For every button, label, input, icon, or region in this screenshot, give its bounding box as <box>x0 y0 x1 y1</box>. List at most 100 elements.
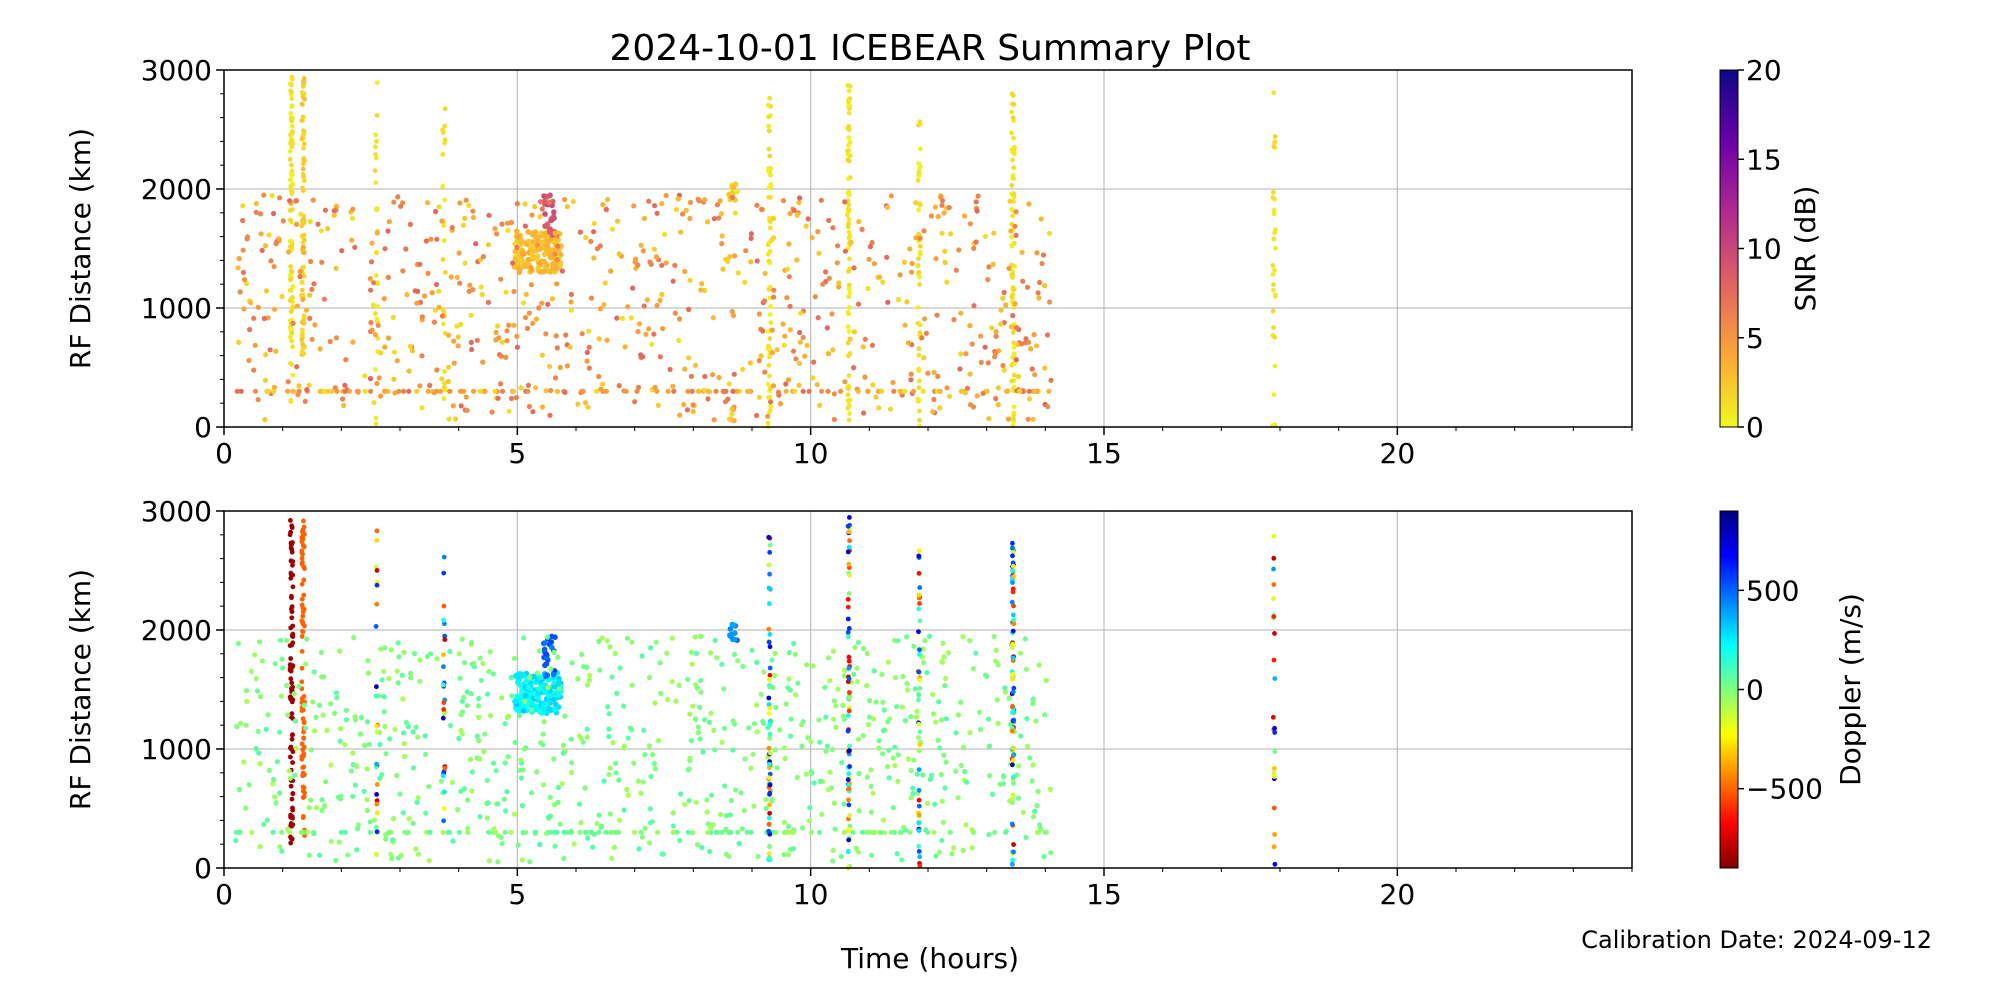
data-point <box>605 704 610 709</box>
data-point <box>568 345 573 350</box>
data-point <box>815 382 820 387</box>
data-point <box>978 727 983 732</box>
data-point <box>338 726 343 731</box>
data-point <box>608 269 613 274</box>
data-point <box>856 219 861 224</box>
data-point <box>826 787 831 792</box>
data-point <box>556 704 562 710</box>
data-point <box>512 656 517 661</box>
data-point <box>987 773 992 778</box>
data-point <box>705 810 710 815</box>
data-point <box>917 282 922 287</box>
data-point <box>450 838 455 843</box>
data-point <box>847 690 852 695</box>
data-point <box>596 830 601 835</box>
data-point <box>503 808 508 813</box>
data-point <box>795 681 800 686</box>
data-point <box>721 686 726 691</box>
data-point <box>403 246 408 251</box>
data-point <box>830 747 835 752</box>
data-point <box>946 650 951 655</box>
data-point <box>932 370 937 375</box>
data-point <box>1027 396 1032 401</box>
data-point <box>518 385 523 390</box>
data-point <box>355 826 360 831</box>
data-point <box>535 243 540 248</box>
data-point <box>916 305 921 310</box>
data-point <box>835 687 840 692</box>
data-point <box>243 806 248 811</box>
data-point <box>585 836 590 841</box>
data-point <box>696 389 701 394</box>
data-point <box>626 735 631 740</box>
data-point <box>236 340 241 345</box>
data-point <box>416 795 421 800</box>
data-point <box>916 399 921 404</box>
data-point <box>857 808 862 813</box>
data-point <box>442 712 447 717</box>
data-point <box>456 343 461 348</box>
data-point <box>900 705 905 710</box>
data-point <box>408 344 413 349</box>
data-point <box>974 239 979 244</box>
data-point <box>993 396 998 401</box>
data-point <box>302 313 307 318</box>
data-point <box>441 773 446 778</box>
data-point <box>368 276 373 281</box>
data-point <box>614 691 619 696</box>
data-point <box>375 113 380 118</box>
data-point <box>485 778 490 783</box>
data-point <box>917 804 922 809</box>
data-point <box>704 797 709 802</box>
data-point <box>786 824 791 829</box>
data-point <box>371 302 376 307</box>
data-point <box>278 638 283 643</box>
data-point <box>698 287 703 292</box>
data-point <box>350 750 355 755</box>
data-point <box>395 358 400 363</box>
data-point <box>852 645 857 650</box>
data-point <box>809 830 814 835</box>
data-point <box>1009 295 1014 300</box>
data-point <box>285 389 290 394</box>
data-point <box>261 193 266 198</box>
data-point <box>847 786 852 791</box>
data-point <box>395 669 400 674</box>
data-point <box>290 640 295 645</box>
data-point <box>899 857 904 862</box>
data-point <box>735 658 740 663</box>
data-point <box>831 848 836 853</box>
data-point <box>299 118 304 123</box>
data-point <box>768 404 773 409</box>
data-point <box>791 349 796 354</box>
data-point <box>781 198 786 203</box>
data-point <box>279 830 284 835</box>
data-point <box>931 711 936 716</box>
data-point <box>916 367 921 372</box>
data-point <box>795 213 800 218</box>
data-point <box>719 740 724 745</box>
data-point <box>674 207 679 212</box>
data-point <box>1048 850 1053 855</box>
data-point <box>465 826 470 831</box>
data-point <box>300 582 305 587</box>
data-point <box>886 748 891 753</box>
data-point <box>441 322 446 327</box>
data-point <box>558 262 563 267</box>
data-point <box>768 312 773 317</box>
data-point <box>931 397 936 402</box>
data-point <box>767 685 772 690</box>
data-point <box>288 841 293 846</box>
data-point <box>631 203 636 208</box>
data-point <box>471 389 476 394</box>
data-point <box>849 240 854 245</box>
data-point <box>258 211 263 216</box>
data-point <box>909 372 914 377</box>
data-point <box>289 541 294 546</box>
data-point <box>1011 656 1016 661</box>
data-point <box>724 852 729 857</box>
data-point <box>691 409 696 414</box>
data-point <box>958 351 963 356</box>
data-point <box>712 417 717 422</box>
data-point <box>676 338 681 343</box>
